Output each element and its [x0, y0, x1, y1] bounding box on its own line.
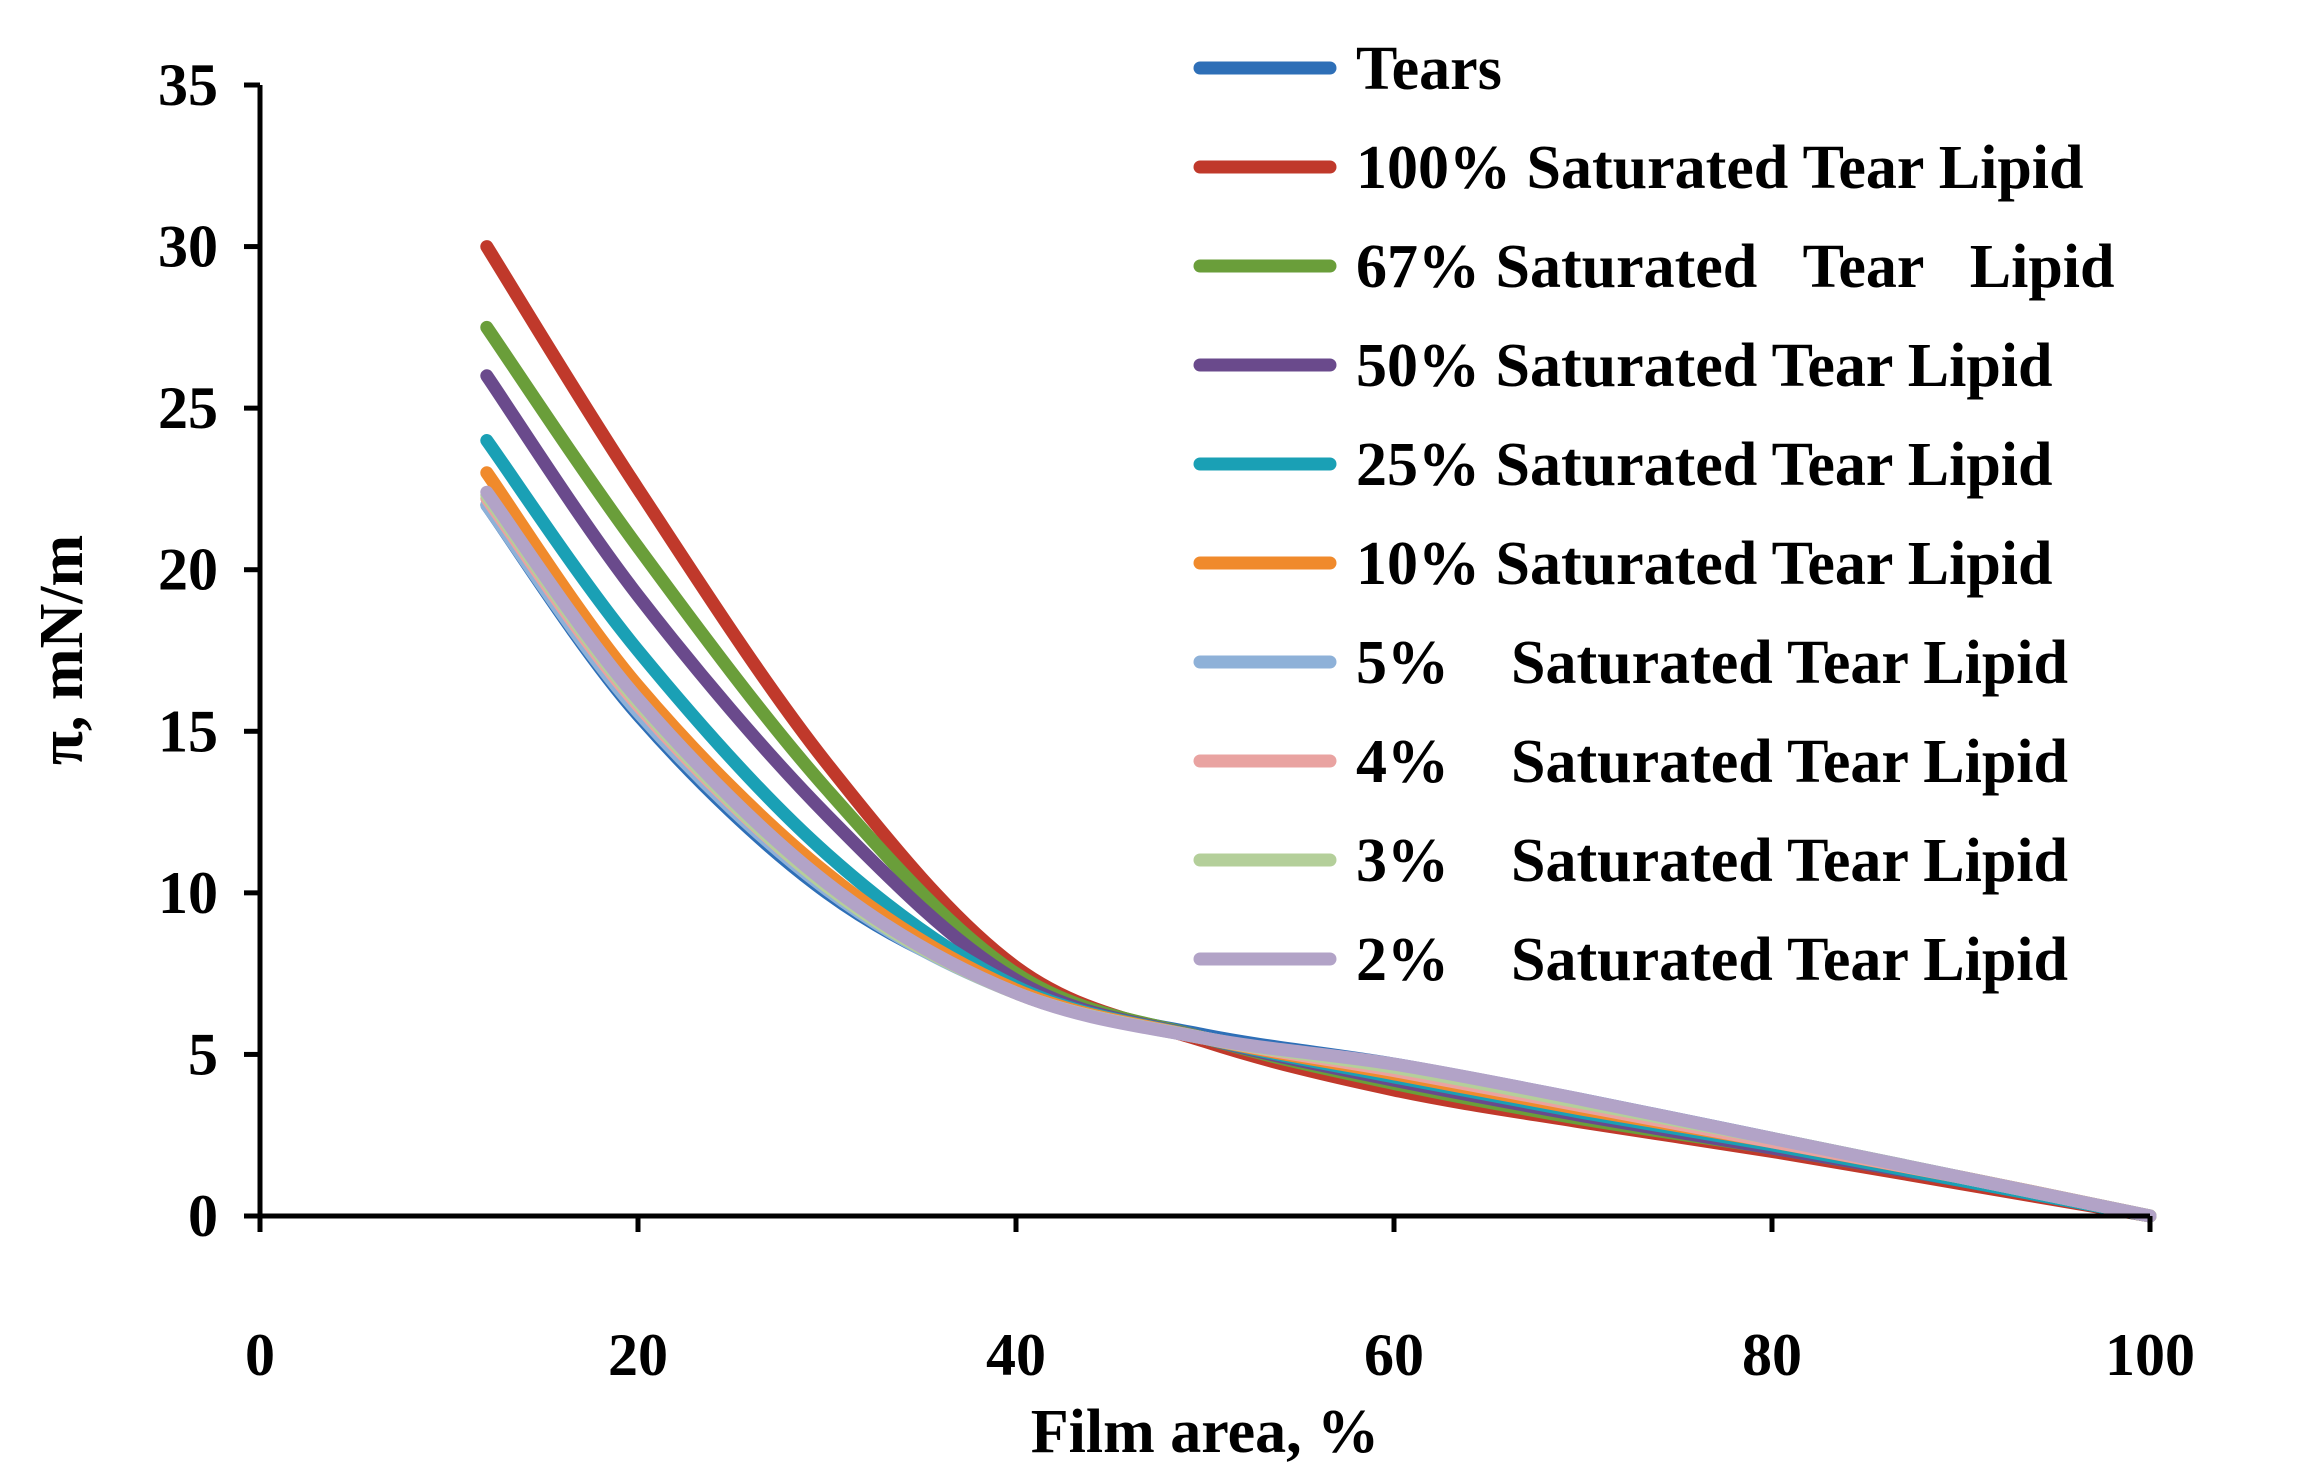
- legend-item: 25% Saturated Tear Lipid: [1193, 431, 2053, 499]
- legend-label: 10% Saturated Tear Lipid: [1356, 530, 2053, 598]
- x-tick-label: 60: [1364, 1322, 1424, 1388]
- legend-label: 2% Saturated Tear Lipid: [1356, 926, 2068, 994]
- legend-item: 3% Saturated Tear Lipid: [1193, 827, 2068, 895]
- y-tick-label: 30: [158, 214, 218, 280]
- y-tick-label: 35: [158, 52, 218, 118]
- legend-label: 25% Saturated Tear Lipid: [1356, 431, 2053, 499]
- legend-label: 3% Saturated Tear Lipid: [1356, 827, 2068, 895]
- y-tick-label: 5: [188, 1021, 218, 1087]
- x-tick-label: 80: [1742, 1322, 1802, 1388]
- legend-label: Tears: [1356, 35, 1502, 103]
- legend-item: Tears: [1193, 35, 1502, 103]
- x-tick-label: 0: [245, 1322, 275, 1388]
- y-axis-title: π, mN/m: [28, 535, 96, 765]
- legend-item: 2% Saturated Tear Lipid: [1193, 926, 2068, 994]
- series-layer: [480, 240, 2157, 1223]
- legend-label: 50% Saturated Tear Lipid: [1356, 332, 2053, 400]
- series-line-9: [480, 485, 2157, 1223]
- legend-item: 5% Saturated Tear Lipid: [1193, 629, 2068, 697]
- x-tick-label: 40: [986, 1322, 1046, 1388]
- legend-label: 100% Saturated Tear Lipid: [1356, 134, 2084, 202]
- legend-item: 50% Saturated Tear Lipid: [1193, 332, 2053, 400]
- legend-item: 100% Saturated Tear Lipid: [1193, 134, 2084, 202]
- y-tick-label: 10: [158, 860, 218, 926]
- x-axis-title: Film area, %: [1031, 1398, 1379, 1466]
- legend-label: 4% Saturated Tear Lipid: [1356, 728, 2068, 796]
- ticks-layer: 0 5 10 15 20 25 30 35 0 20 40 60 80 100: [158, 52, 2195, 1388]
- legend-item: 4% Saturated Tear Lipid: [1193, 728, 2068, 796]
- legend-item: 10% Saturated Tear Lipid: [1193, 530, 2053, 598]
- y-tick-label: 20: [158, 537, 218, 603]
- y-tick-label: 15: [158, 698, 218, 764]
- y-tick-label: 25: [158, 375, 218, 441]
- legend-label: 67% Saturated Tear Lipid: [1356, 233, 2115, 301]
- x-tick-label: 20: [608, 1322, 668, 1388]
- x-tick-label: 100: [2105, 1322, 2195, 1388]
- legend: Tears 100% Saturated Tear Lipid 67% Satura…: [1193, 35, 2115, 994]
- legend-label: 5% Saturated Tear Lipid: [1356, 629, 2068, 697]
- legend-item: 67% Saturated Tear Lipid: [1193, 233, 2115, 301]
- y-tick-label: 0: [188, 1183, 218, 1249]
